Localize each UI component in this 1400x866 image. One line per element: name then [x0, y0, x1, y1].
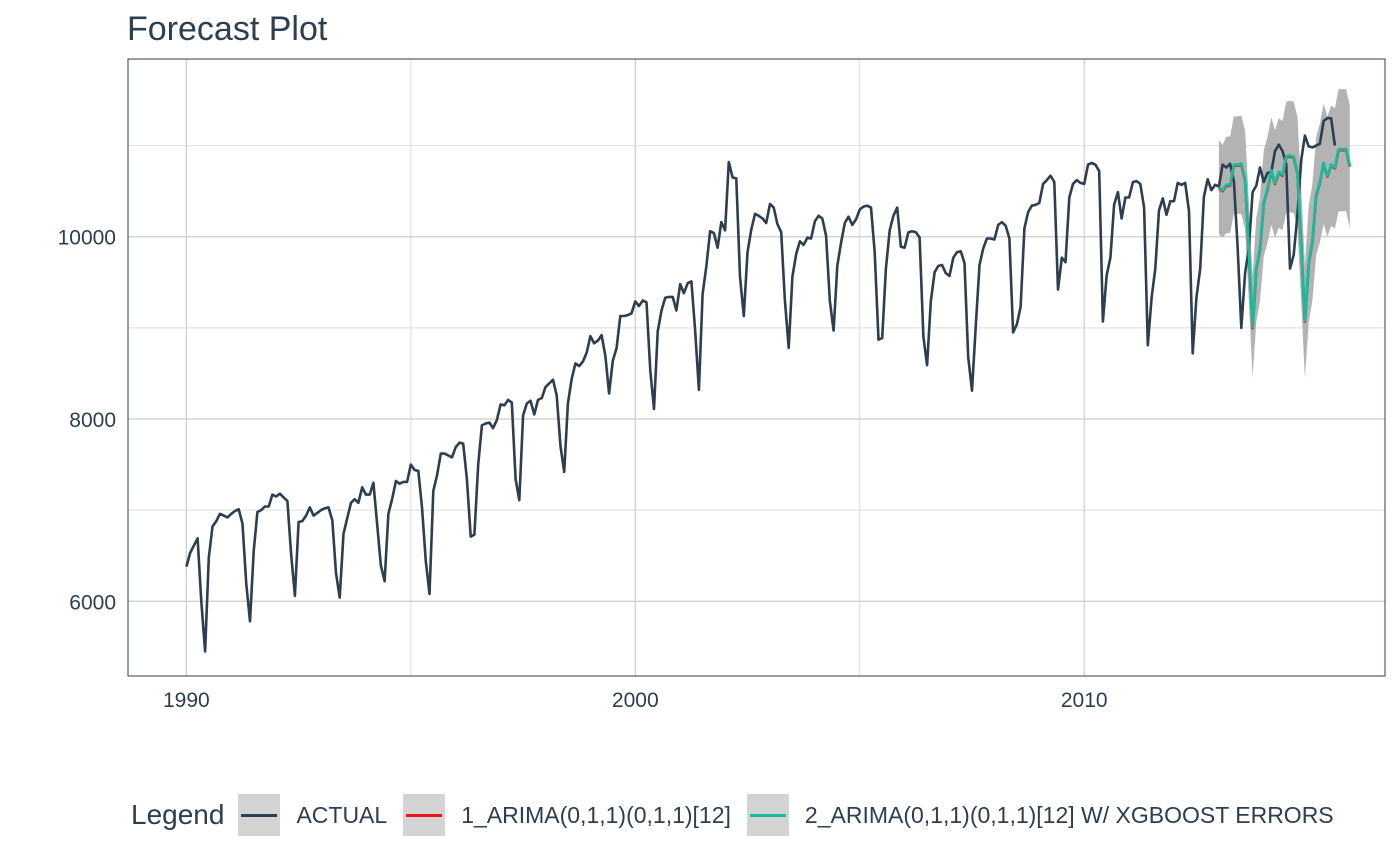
x-tick-label: 2010 [1061, 689, 1108, 712]
confidence-band-layer [1218, 89, 1350, 378]
legend-key-arima [403, 794, 446, 836]
grid-lines [128, 59, 1385, 676]
y-tick-label: 6000 [69, 591, 116, 614]
series-line-arima-xgboost [1218, 147, 1352, 329]
legend: Legend ACTUAL 1_ARIMA(0,1,1)(0,1,1)[12] … [131, 792, 1350, 838]
legend-label-arima: 1_ARIMA(0,1,1)(0,1,1)[12] [461, 801, 731, 828]
legend-label-arima-xgboost: 2_ARIMA(0,1,1)(0,1,1)[12] W/ XGBOOST ERR… [804, 801, 1334, 828]
chart-svg: 1990 2000 2010 6000 8000 10000 [58, 58, 1386, 712]
legend-key-actual [238, 794, 281, 836]
series-layer [185, 116, 1352, 653]
legend-key-arima-xgboost [746, 794, 789, 836]
y-tick-label: 8000 [69, 409, 116, 432]
x-tick-label: 2000 [612, 689, 659, 712]
legend-label-actual: ACTUAL [296, 801, 388, 828]
legend-line-arima-xgboost [749, 814, 786, 817]
legend-item-actual: ACTUAL [238, 794, 387, 836]
series-line-actual [185, 116, 1337, 653]
legend-line-actual [241, 814, 278, 817]
tick-labels: 1990 2000 2010 6000 8000 10000 [58, 227, 1108, 712]
panel-border [127, 58, 1386, 677]
x-tick-label: 1990 [163, 689, 210, 712]
legend-line-arima [406, 814, 443, 817]
legend-title: Legend [131, 799, 225, 830]
confidence-band [1218, 89, 1350, 378]
legend-item-arima: 1_ARIMA(0,1,1)(0,1,1)[12] [403, 794, 731, 836]
y-tick-label: 10000 [58, 227, 116, 250]
legend-item-arima-xgboost: 2_ARIMA(0,1,1)(0,1,1)[12] W/ XGBOOST ERR… [746, 794, 1334, 836]
chart-title: Forecast Plot [127, 10, 328, 48]
